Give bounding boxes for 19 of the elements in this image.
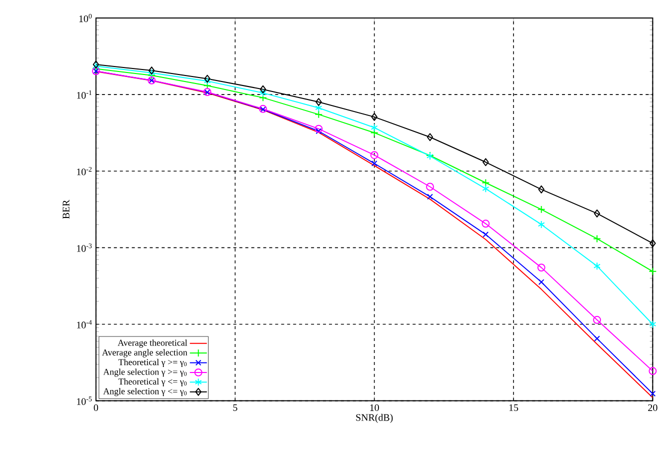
legend-label: Theoretical γ >= γ$_{0}$ — [118, 358, 187, 368]
legend-label: Average theoretical — [118, 340, 188, 348]
x-tick-label: 10 — [370, 404, 379, 412]
y-axis-title: BER — [62, 200, 70, 219]
x-tick-label: 0 — [94, 404, 98, 412]
x-axis-title: SNR(dB) — [356, 414, 393, 424]
y-tick-label: 10$^{-3}$ — [77, 244, 92, 252]
legend-label: Theoretical γ <= γ$_{0}$ — [118, 378, 187, 387]
y-tick-label: 10$^{-4}$ — [77, 320, 92, 328]
legend-label: Angle selection γ <= γ$_{0}$ — [103, 388, 187, 396]
x-tick-label: 5 — [233, 404, 238, 412]
y-tick-label: 10$^{-5}$ — [77, 396, 92, 406]
y-tick-label: 10$^{-2}$ — [77, 167, 92, 176]
x-tick-label: 20 — [648, 404, 658, 412]
x-tick-label: 15 — [509, 404, 518, 412]
legend-label: Angle selection γ >= γ$_{0}$ — [103, 368, 187, 377]
y-tick-label: 10$^{0}$ — [79, 14, 92, 22]
y-tick-label: 10$^{-1}$ — [77, 90, 92, 99]
legend-label: Average angle selection — [102, 349, 188, 358]
